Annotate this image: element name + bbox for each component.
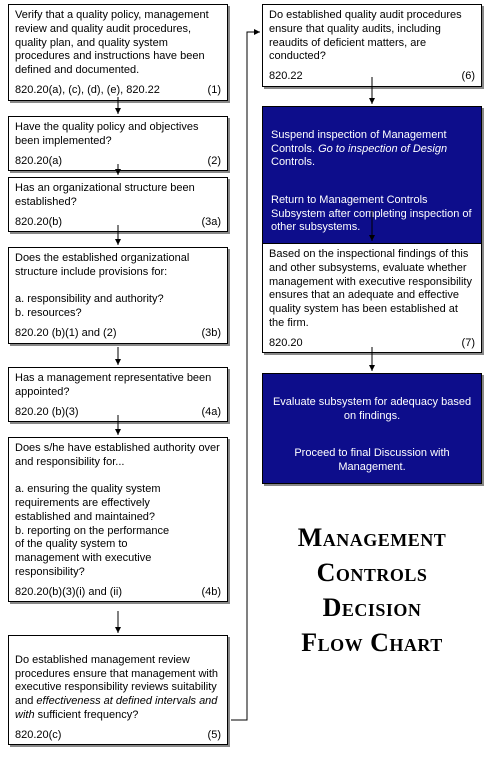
node-text: Has a management representative been app… (15, 372, 221, 400)
node-text: Does s/he have established authority ove… (15, 442, 221, 580)
node-text: Based on the inspectional findings of th… (269, 248, 475, 331)
node-num: (3b) (201, 327, 221, 341)
title-line-2: Controls (262, 555, 482, 590)
node-text: Have the quality policy and objectives b… (15, 121, 221, 149)
flow-node-4b: Does s/he have established authority ove… (8, 437, 228, 602)
flow-node-2: Have the quality policy and objectives b… (8, 116, 228, 171)
suspend-italic: Go to inspection of Design (318, 143, 447, 155)
node-refrow: 820.20(a) (2) (15, 155, 221, 169)
flow-node-7: Based on the inspectional findings of th… (262, 243, 482, 353)
node-refrow: 820.22 (6) (269, 70, 475, 84)
flow-node-6: Do established quality audit procedures … (262, 4, 482, 87)
title-block: Management Controls Decision Flow Chart (262, 520, 482, 660)
node-refrow: 820.20(a), (c), (d), (e), 820.22 (1) (15, 84, 221, 98)
node-text: Do established management review procedu… (15, 640, 221, 723)
node-refrow: 820.20(c) (5) (15, 729, 221, 743)
node-text: Has an organizational structure been est… (15, 182, 221, 210)
node-num: (2) (208, 155, 221, 169)
node-ref: 820.20(b) (15, 216, 62, 230)
eval-line1: Evaluate subsystem for adequacy based on… (273, 396, 471, 422)
suspend-line2: Controls. (271, 156, 315, 168)
node-ref: 820.20 (b)(3) (15, 406, 79, 420)
node-refrow: 820.20 (b)(1) and (2) (3b) (15, 327, 221, 341)
title-line-4: Flow Chart (262, 625, 482, 660)
node-text: Suspend inspection of Management Control… (271, 115, 473, 235)
node-text-part2: sufficient frequency? (35, 709, 139, 721)
node-ref: 820.22 (269, 70, 303, 84)
flow-node-4a: Has a management representative been app… (8, 367, 228, 422)
title-line-1: Management (262, 520, 482, 555)
node-text: Evaluate subsystem for adequacy based on… (271, 382, 473, 475)
node-text: Do established quality audit procedures … (269, 9, 475, 64)
node-num: (4b) (201, 586, 221, 600)
node-ref: 820.20(b)(3)(i) and (ii) (15, 586, 122, 600)
node-refrow: 820.20(b) (3a) (15, 216, 221, 230)
node-num: (7) (462, 337, 475, 351)
flow-node-3b: Does the established organizational stru… (8, 247, 228, 344)
node-ref: 820.20 (269, 337, 303, 351)
flow-node-3a: Has an organizational structure been est… (8, 177, 228, 232)
node-refrow: 820.20 (7) (269, 337, 475, 351)
node-ref: 820.20 (b)(1) and (2) (15, 327, 117, 341)
flow-node-5: Do established management review procedu… (8, 635, 228, 745)
node-ref: 820.20(a) (15, 155, 62, 169)
eval-line2: Proceed to final Discussion with Managem… (294, 447, 449, 473)
node-text: Does the established organizational stru… (15, 252, 221, 321)
flow-node-evaluate: Evaluate subsystem for adequacy based on… (262, 373, 482, 484)
node-num: (3a) (201, 216, 221, 230)
node-num: (4a) (201, 406, 221, 420)
title-line-3: Decision (262, 590, 482, 625)
suspend-line3: Return to Management Controls Subsystem … (271, 194, 472, 234)
node-num: (1) (208, 84, 221, 98)
flow-node-suspend: Suspend inspection of Management Control… (262, 106, 482, 244)
node-refrow: 820.20 (b)(3) (4a) (15, 406, 221, 420)
node-refrow: 820.20(b)(3)(i) and (ii) (4b) (15, 586, 221, 600)
node-text: Verify that a quality policy, management… (15, 9, 221, 78)
node-num: (5) (208, 729, 221, 743)
node-ref: 820.20(a), (c), (d), (e), 820.22 (15, 84, 160, 98)
node-ref: 820.20(c) (15, 729, 61, 743)
flow-node-1: Verify that a quality policy, management… (8, 4, 228, 101)
node-num: (6) (462, 70, 475, 84)
